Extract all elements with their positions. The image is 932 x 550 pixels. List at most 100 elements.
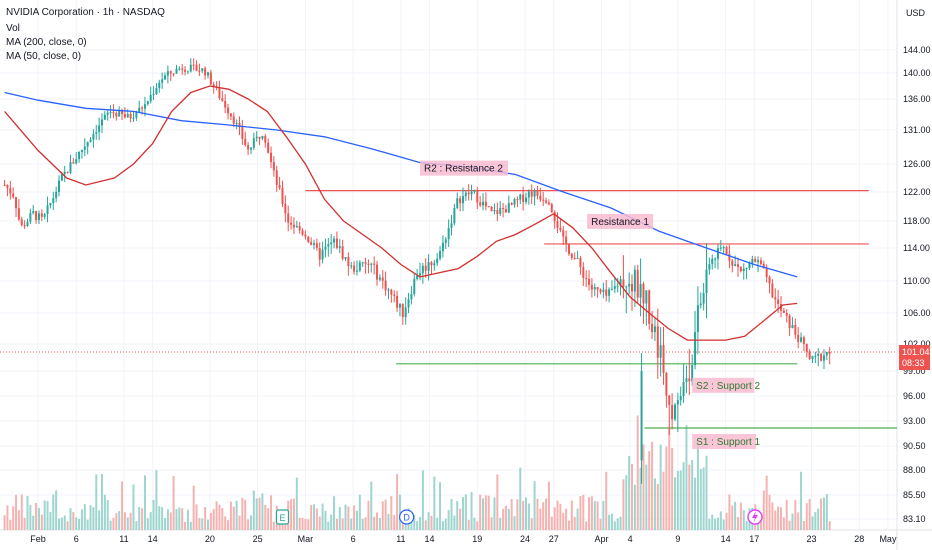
candle xyxy=(307,236,310,244)
candle xyxy=(542,191,545,207)
volume-bar xyxy=(390,496,393,530)
legend-ma50[interactable]: MA (50, close, 0) xyxy=(6,51,81,62)
candle xyxy=(545,197,548,205)
volume-bar xyxy=(768,494,771,530)
volume-bar xyxy=(267,508,270,530)
volume-bar xyxy=(599,518,602,530)
lightning-icon[interactable] xyxy=(747,509,763,525)
event-badge-text: D xyxy=(403,513,410,523)
candle xyxy=(811,355,814,363)
volume-bar xyxy=(794,500,797,530)
volume-bar xyxy=(722,519,725,530)
candle xyxy=(129,110,132,123)
volume-bar xyxy=(121,481,124,530)
volume-bar xyxy=(682,462,685,530)
volume-bar xyxy=(103,494,106,530)
candle xyxy=(671,393,674,430)
s2-label[interactable]: S2 : Support 2 xyxy=(692,377,761,393)
candle xyxy=(32,204,35,215)
crash-candle xyxy=(640,353,643,484)
price-tick-label: 90.50 xyxy=(903,441,926,451)
volume-bar xyxy=(785,499,788,530)
candle xyxy=(241,119,244,145)
time-axis[interactable]: Feb 6 11 14 20 25 Mar 6 11 14 19 24 27 Apr 4 9 14 17 23 28 M… xyxy=(30,534,897,544)
ma50-line[interactable] xyxy=(4,85,798,341)
candle xyxy=(290,216,293,230)
candle xyxy=(164,72,167,81)
volume-bar xyxy=(811,516,814,530)
candle xyxy=(106,109,109,121)
volume-bar xyxy=(413,515,416,530)
candle xyxy=(69,154,72,175)
candle xyxy=(702,282,705,311)
candle xyxy=(404,297,407,325)
price-tick-label: 106.00 xyxy=(903,308,931,318)
volume-bar xyxy=(307,519,310,530)
volume-bar xyxy=(510,499,513,530)
candle xyxy=(209,69,212,86)
event-badge-E[interactable]: E xyxy=(275,509,290,525)
volume-bar xyxy=(373,516,376,530)
legend-vol[interactable]: Vol xyxy=(6,23,20,34)
volume-bar xyxy=(370,481,373,530)
volume-bar xyxy=(444,518,447,530)
candle xyxy=(774,288,777,309)
candle xyxy=(146,100,149,106)
candle xyxy=(484,192,487,211)
candle xyxy=(227,103,230,120)
volume-bar xyxy=(15,494,18,530)
volume-bar xyxy=(825,494,828,530)
volume-bar xyxy=(301,517,304,530)
volume-bar xyxy=(270,495,273,530)
volume-bar xyxy=(430,515,433,530)
volume-bar xyxy=(519,467,522,530)
volume-bar xyxy=(384,499,387,530)
volume-bar xyxy=(143,475,146,530)
candle xyxy=(333,236,336,249)
candle xyxy=(507,195,510,214)
s1-label[interactable]: S1 : Support 1 xyxy=(692,434,761,449)
event-badge-D[interactable]: D xyxy=(399,509,415,525)
ma200-line[interactable] xyxy=(4,91,798,278)
volume-bar xyxy=(570,500,573,530)
candle xyxy=(527,189,530,205)
candle xyxy=(593,283,596,297)
volume-bar xyxy=(69,508,72,530)
volume-bar xyxy=(556,500,559,530)
price-axis[interactable]: 144.00 140.00 136.00 131.00 126.00 122.00 118.… xyxy=(903,45,931,524)
candle xyxy=(83,138,86,157)
candle xyxy=(682,364,685,403)
candle xyxy=(327,237,330,257)
volume-bar xyxy=(565,508,568,530)
volume-bar xyxy=(622,479,625,530)
candle xyxy=(679,386,682,406)
volume-bar xyxy=(745,521,748,530)
candle xyxy=(522,186,525,211)
volume-bar xyxy=(759,520,762,530)
volume-bar xyxy=(290,499,293,530)
legend-ma200[interactable]: MA (200, close, 0) xyxy=(6,37,87,48)
r1-label[interactable]: Resistance 1 xyxy=(587,213,654,229)
r2-label[interactable]: R2 : Resistance 2 xyxy=(420,160,508,176)
candle xyxy=(52,191,55,210)
candle xyxy=(186,70,189,75)
volume-bar xyxy=(639,467,642,530)
candle xyxy=(138,100,141,113)
volume-bar xyxy=(350,518,353,530)
candle xyxy=(338,239,341,253)
volume-bar xyxy=(711,514,714,530)
candle xyxy=(639,258,642,317)
volume-bar xyxy=(436,517,439,530)
volume-bar xyxy=(676,470,679,530)
candle xyxy=(98,117,101,141)
candle xyxy=(725,245,728,256)
volume-bar xyxy=(66,521,69,530)
volume-bar xyxy=(734,501,737,530)
candle xyxy=(390,288,393,303)
time-tick-label: Feb xyxy=(30,534,46,544)
volume-bar xyxy=(344,504,347,530)
volume-bar xyxy=(364,517,367,530)
candle xyxy=(315,238,318,251)
